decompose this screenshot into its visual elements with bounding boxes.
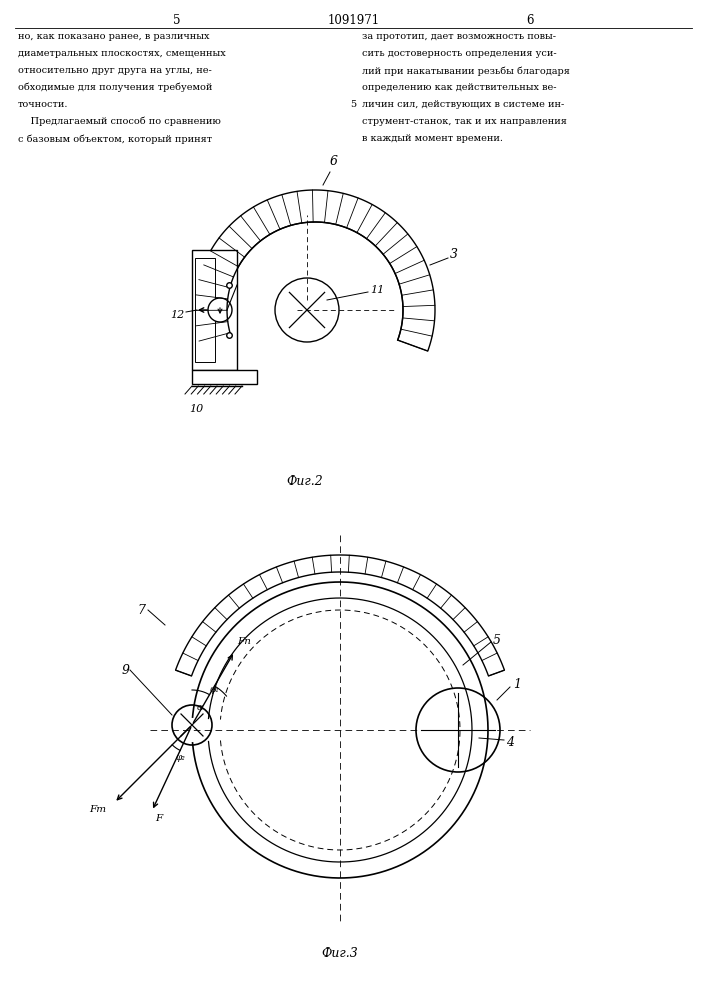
Text: личин сил, действующих в системе ин-: личин сил, действующих в системе ин- [362,100,564,109]
Text: φ₂: φ₂ [175,752,185,762]
Text: Fn: Fn [238,637,252,646]
Text: 10: 10 [189,404,203,414]
Text: 5: 5 [350,100,356,109]
Text: 9: 9 [122,664,130,676]
Text: с базовым объектом, который принят: с базовым объектом, который принят [18,134,212,143]
Text: Фиг.2: Фиг.2 [286,475,323,488]
Text: 11: 11 [370,285,384,295]
Circle shape [416,688,500,772]
Text: 1: 1 [513,678,521,692]
Bar [195,258,215,362]
Text: но, как показано ранее, в различных: но, как показано ранее, в различных [18,32,209,41]
Polygon shape [175,555,505,676]
Bar [192,250,237,370]
Circle shape [208,298,232,322]
Text: φ₁: φ₁ [209,686,219,694]
Text: обходимые для получения требуемой: обходимые для получения требуемой [18,83,212,93]
Text: 7: 7 [137,603,145,616]
Circle shape [172,705,212,745]
Text: Предлагаемый способ по сравнению: Предлагаемый способ по сравнению [18,117,221,126]
Text: F: F [155,814,162,823]
Text: в каждый момент времени.: в каждый момент времени. [362,134,503,143]
Text: 3: 3 [450,248,458,261]
Text: 4: 4 [506,736,514,748]
Text: относительно друг друга на углы, не-: относительно друг друга на углы, не- [18,66,212,75]
Text: 1091971: 1091971 [327,14,380,27]
Bar [192,370,257,384]
Text: 5: 5 [173,14,180,27]
Polygon shape [195,190,435,351]
Text: α: α [197,702,203,712]
Text: 12: 12 [170,310,184,320]
Text: 6: 6 [527,14,534,27]
Text: точности.: точности. [18,100,69,109]
Text: за прототип, дает возможность повы-: за прототип, дает возможность повы- [362,32,556,41]
Text: 5: 5 [493,634,501,647]
Text: сить достоверность определения уси-: сить достоверность определения уси- [362,49,556,58]
Text: лий при накатывании резьбы благодаря: лий при накатывании резьбы благодаря [362,66,570,76]
Circle shape [275,278,339,342]
Text: диаметральных плоскостях, смещенных: диаметральных плоскостях, смещенных [18,49,226,58]
Text: струмент-станок, так и их направления: струмент-станок, так и их направления [362,117,567,126]
Text: 6: 6 [330,155,338,168]
Text: Фиг.3: Фиг.3 [322,947,358,960]
Text: Fт: Fт [89,805,106,814]
Text: определению как действительных ве-: определению как действительных ве- [362,83,556,92]
